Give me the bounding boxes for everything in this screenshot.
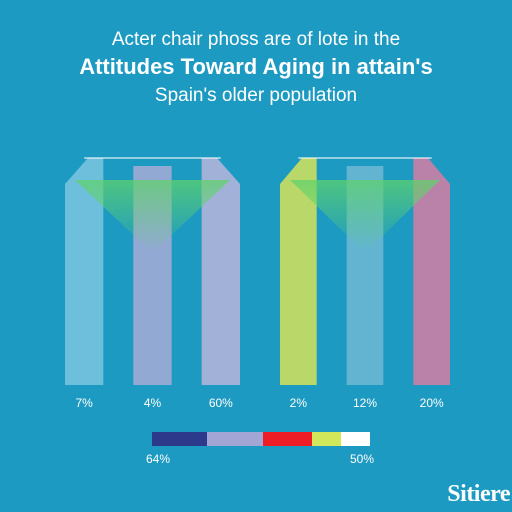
scale-segment-2 [207,432,263,446]
brand-logo: Sitiere [447,481,510,507]
scale-max-label: 50% [350,452,374,466]
scale-segment-3 [263,432,312,446]
bar-label-1-1: 7% [75,396,93,410]
bar-2-1 [280,158,317,385]
title-line-2: Attitudes Toward Aging in attain's [79,54,433,79]
bar-1-1 [65,158,104,385]
title-line-3: Spain's older population [154,85,358,106]
title-line-1: Acter chair phoss are of lote in the [111,29,401,50]
bar-label-2-2: 12% [353,396,377,410]
bar-2-3 [413,158,450,385]
bar-label-2-1: 2% [290,396,308,410]
group-overlay-1 [75,180,230,253]
chart-title: Acter chair phoss are of lote in the Att… [0,28,512,110]
bar-label-1-3: 60% [209,396,233,410]
bar-label-2-3: 20% [420,396,444,410]
bar-group-2: 2% 12% 20% [280,157,450,410]
group-overlay-2 [290,180,440,253]
bar-group-1: 7% 4% 60% [65,157,240,410]
bar-label-1-2: 4% [144,396,162,410]
scale-min-label: 64% [146,452,170,466]
scale-segment-5 [341,432,370,446]
bar-1-3 [201,158,240,385]
scale-segment-1 [152,432,207,446]
scale-segment-4 [312,432,341,446]
